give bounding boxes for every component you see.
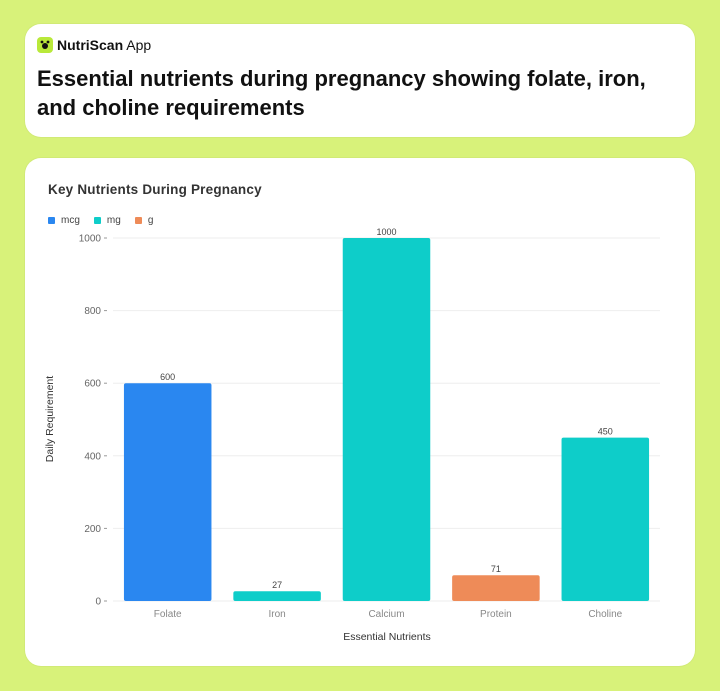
bar-iron <box>233 591 321 601</box>
legend-swatch <box>48 217 55 224</box>
bar-calcium <box>342 238 431 601</box>
app-branding: NutriScan App <box>37 37 151 53</box>
chart-title: Key Nutrients During Pregnancy <box>48 182 262 197</box>
x-tick-label: Folate <box>154 609 182 620</box>
x-axis-label: Essential Nutrients <box>343 631 431 643</box>
legend-item-mg: mg <box>93 215 121 226</box>
y-tick-label: 200 <box>84 524 101 535</box>
x-tick-label: Iron <box>268 609 285 620</box>
bar-value-label: 27 <box>272 580 282 590</box>
y-tick-label: 0 <box>95 597 101 608</box>
bar-folate <box>123 383 212 601</box>
legend-item-mcg: mcg <box>48 215 80 226</box>
bar-value-label: 1000 <box>376 227 396 237</box>
header-card: NutriScan App Essential nutrients during… <box>25 24 695 137</box>
bar-protein <box>452 575 540 601</box>
bar-value-label: 450 <box>598 427 613 437</box>
y-tick-label: 600 <box>84 379 101 390</box>
y-tick-label: 400 <box>84 451 101 462</box>
bar-value-label: 71 <box>491 564 501 574</box>
chart-legend: mcg mg g <box>48 215 153 226</box>
legend-label: mcg <box>61 215 80 226</box>
legend-swatch <box>93 217 101 224</box>
x-tick-label: Choline <box>588 609 622 620</box>
y-tick-label: 1000 <box>79 234 102 245</box>
legend-swatch <box>134 217 142 224</box>
bar-value-label: 600 <box>160 372 175 382</box>
app-name: NutriScan App <box>57 37 152 53</box>
bar-choline <box>561 437 650 601</box>
x-tick-label: Calcium <box>368 609 404 620</box>
x-tick-label: Protein <box>480 609 512 620</box>
app-logo-icon <box>37 37 53 53</box>
y-tick-label: 800 <box>84 306 101 317</box>
legend-label: g <box>147 215 154 226</box>
y-axis-label: Daily Requirement <box>44 376 56 462</box>
legend-label: mg <box>106 215 121 226</box>
page-headline: Essential nutrients during pregnancy sho… <box>37 66 646 120</box>
legend-item-g: g <box>134 215 154 226</box>
